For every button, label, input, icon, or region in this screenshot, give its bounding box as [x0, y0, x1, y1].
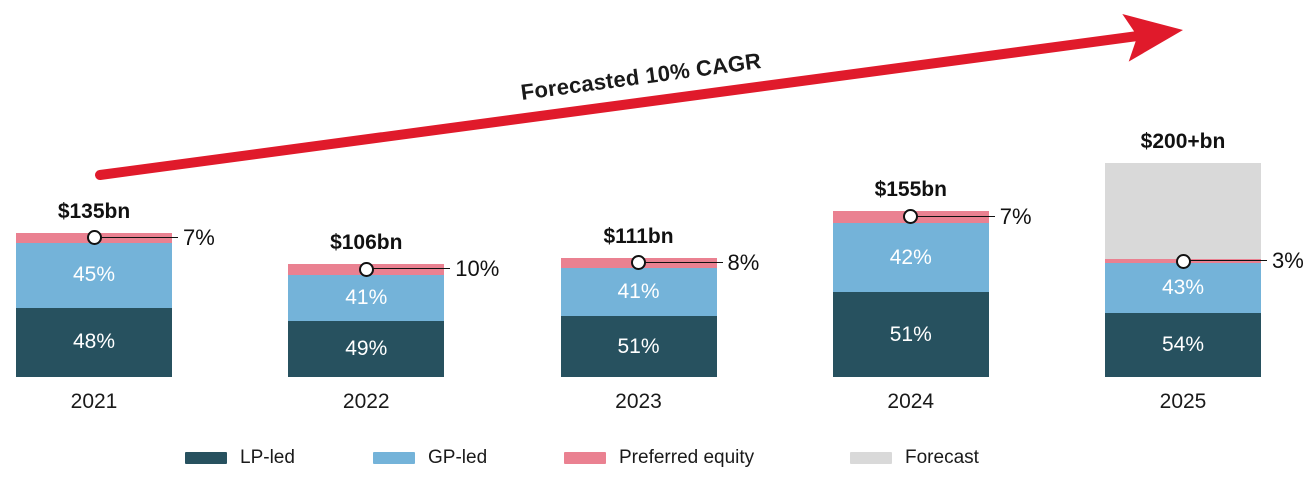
- segment-lp_led-2021: 48%: [16, 307, 172, 377]
- segment-pct-label: 45%: [72, 263, 116, 287]
- year-label-2022: 2022: [342, 390, 390, 413]
- segment-lp_led-2024: 51%: [832, 292, 989, 377]
- year-label-2025: 2025: [1159, 390, 1207, 413]
- legend-item-preferred_equity: Preferred equity: [564, 447, 754, 469]
- segment-gp_led-2023: 41%: [560, 267, 717, 317]
- segment-lp_led-2025: 54%: [1105, 313, 1261, 377]
- callout-line-2021: [94, 236, 178, 238]
- legend-label-preferred_equity: Preferred equity: [619, 447, 755, 468]
- callout-label-2024: 7%: [999, 203, 1032, 229]
- total-label-2022: $106bn: [330, 230, 403, 254]
- total-label-2021: $135bn: [57, 199, 131, 223]
- callout-line-2024: [910, 215, 995, 217]
- total-label-2023: $111bn: [603, 225, 674, 249]
- legend-item-lp_led: LP-led: [185, 447, 295, 469]
- segment-pct-label: 51%: [889, 322, 932, 346]
- legend-label-gp_led: GP-led: [428, 447, 488, 468]
- segment-pct-label: 43%: [1161, 276, 1205, 300]
- segment-pct-label: 41%: [617, 280, 660, 304]
- legend-swatch-preferred_equity: [564, 452, 606, 464]
- segment-lp_led-2022: 49%: [288, 321, 445, 377]
- callout-marker-2023: [631, 255, 646, 271]
- callout-marker-2024: [903, 209, 919, 225]
- total-label-2025: $200+bn: [1140, 130, 1226, 153]
- legend-swatch-forecast: [850, 452, 892, 464]
- segment-pct-label: 48%: [72, 330, 116, 354]
- total-label-2024: $155bn: [874, 178, 947, 202]
- segment-gp_led-2024: 42%: [832, 222, 989, 293]
- segment-pct-label: 51%: [617, 334, 660, 358]
- segment-pct-label: 49%: [345, 337, 388, 361]
- legend-item-gp_led: GP-led: [373, 447, 487, 469]
- legend-swatch-gp_led: [373, 452, 415, 464]
- segment-pct-label: 54%: [1161, 333, 1205, 357]
- callout-label-2025: 3%: [1272, 248, 1304, 274]
- segment-gp_led-2022: 41%: [288, 274, 445, 322]
- segment-gp_led-2025: 43%: [1105, 262, 1261, 314]
- segment-pct-label: 42%: [889, 245, 932, 269]
- callout-line-2025: [1183, 260, 1267, 262]
- callout-marker-2025: [1175, 253, 1191, 269]
- callout-marker-2021: [86, 230, 102, 246]
- segment-forecast-2025: [1105, 163, 1261, 260]
- callout-label-2021: 7%: [183, 224, 215, 250]
- callout-marker-2022: [358, 261, 374, 277]
- year-label-2021: 2021: [70, 390, 118, 413]
- segment-gp_led-2021: 45%: [16, 242, 172, 308]
- legend-item-forecast: Forecast: [850, 447, 979, 469]
- callout-line-2022: [366, 268, 451, 270]
- year-label-2024: 2024: [887, 390, 935, 413]
- callout-label-2022: 10%: [455, 256, 500, 282]
- segment-pct-label: 41%: [345, 286, 388, 310]
- year-label-2023: 2023: [615, 390, 662, 413]
- legend-label-forecast: Forecast: [905, 447, 979, 468]
- callout-line-2023: [638, 261, 723, 263]
- segment-lp_led-2023: 51%: [560, 316, 717, 377]
- callout-label-2023: 8%: [727, 249, 760, 275]
- legend-label-lp_led: LP-led: [240, 447, 295, 468]
- legend-swatch-lp_led: [185, 452, 227, 464]
